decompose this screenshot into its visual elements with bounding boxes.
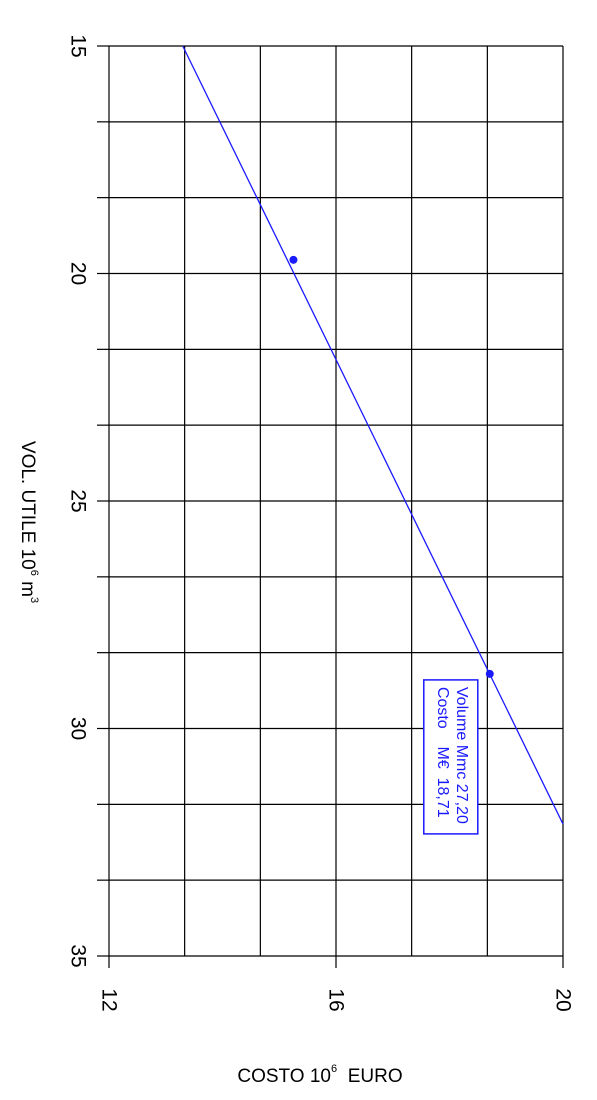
data-point-0 — [289, 255, 298, 264]
svg-text:VOL. UTILE 106 m3: VOL. UTILE 106 m3 — [17, 441, 40, 603]
x-tick-label: 15 — [67, 34, 90, 57]
x-tick-label: 30 — [67, 717, 90, 740]
y-tick-label: 16 — [325, 988, 348, 1011]
x-axis-label-unit: m — [17, 581, 38, 597]
series-line — [182, 45, 564, 825]
annotation-line2: Costo M€ 18,71 — [434, 687, 451, 818]
y-tick-label: 20 — [552, 988, 575, 1011]
y-tick-label: 12 — [98, 988, 121, 1011]
y-axis-label-main: COSTO 10 — [237, 1066, 331, 1087]
x-axis-label-exp: 6 — [28, 570, 40, 576]
data-point-1 — [485, 669, 494, 678]
x-axis-label-main: VOL. UTILE 10 — [17, 441, 38, 570]
x-axis-title: VOL. UTILE 106 m3 — [17, 441, 40, 603]
x-tick-label: 35 — [67, 944, 90, 967]
y-axis-title: COSTO 106 EURO — [237, 1063, 402, 1087]
annotation-line1: Volume Mmc 27,20 — [453, 687, 470, 824]
x-axis-label-unit-exp: 3 — [28, 597, 40, 603]
annotation-box — [423, 679, 479, 835]
y-axis-label-exp: 6 — [331, 1063, 337, 1075]
x-tick-label: 20 — [67, 262, 90, 285]
y-axis-label-unit: EURO — [348, 1066, 403, 1087]
annotation: Volume Mmc 27,20 Costo M€ 18,71 — [423, 679, 479, 835]
series-layer — [182, 45, 564, 825]
x-tick-label: 25 — [67, 489, 90, 512]
grid — [97, 45, 564, 968]
tick-labels: 15 20 25 30 35 12 16 20 — [67, 34, 575, 1011]
